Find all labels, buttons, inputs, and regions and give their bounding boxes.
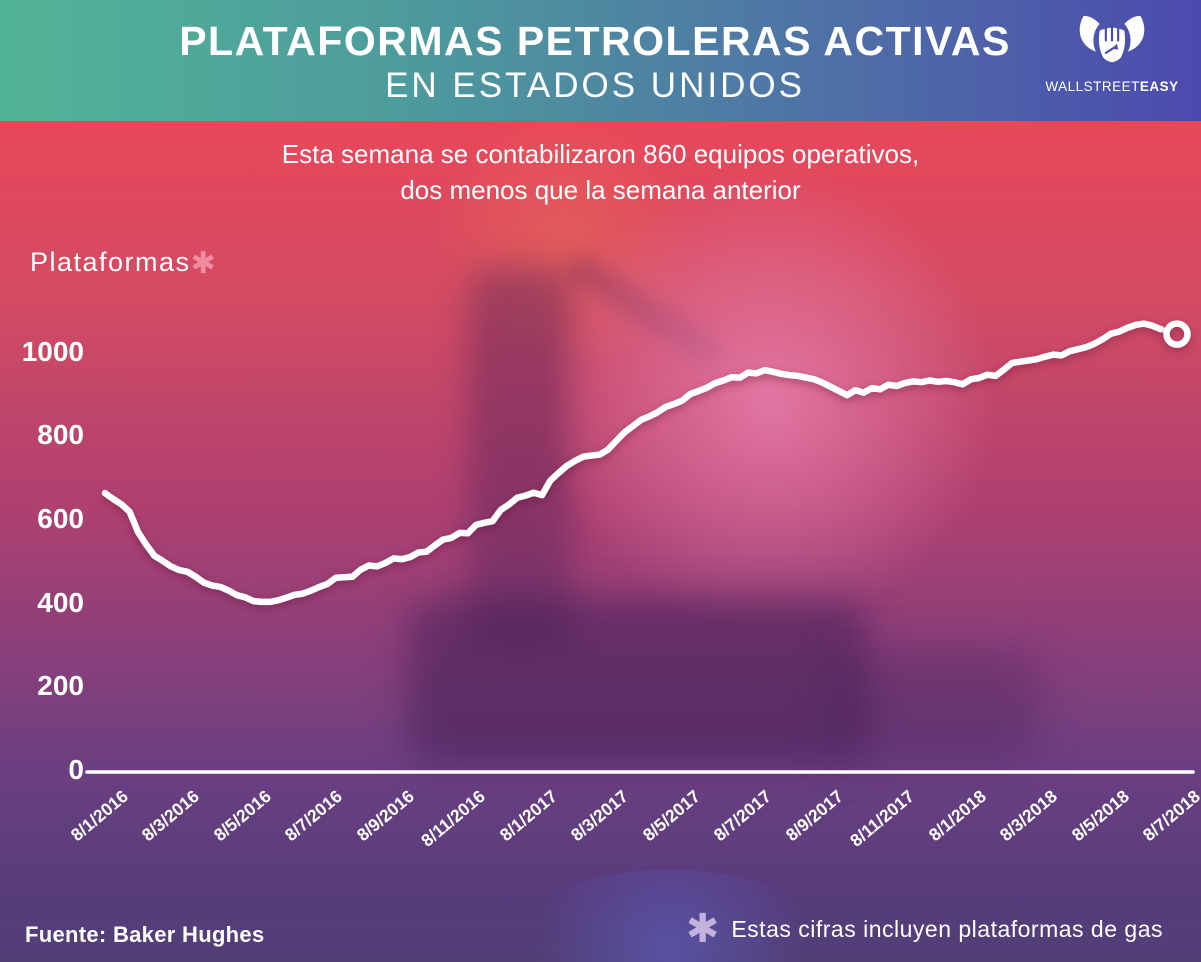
bull-fist-icon bbox=[1079, 15, 1145, 63]
brand-name: WALLSTREETEASY bbox=[1045, 79, 1178, 94]
y-tick-label: 1000 bbox=[21, 336, 84, 367]
header-banner: PLATAFORMAS PETROLERAS ACTIVAS EN ESTADO… bbox=[0, 0, 1201, 121]
y-tick-label: 800 bbox=[37, 419, 84, 450]
end-marker-open-circle bbox=[1163, 320, 1191, 348]
page-subtitle: EN ESTADOS UNIDOS bbox=[385, 66, 805, 105]
rig-count-line bbox=[101, 320, 1165, 606]
oil-rig-platform-silhouette bbox=[408, 598, 868, 766]
annotation-line-1: Esta semana se contabilizaron 860 equipo… bbox=[281, 139, 920, 169]
brand-logo: WALLSTREETEASY bbox=[1045, 11, 1178, 94]
page-title: PLATAFORMAS PETROLERAS ACTIVAS bbox=[179, 18, 1011, 64]
y-tick-label: 600 bbox=[37, 503, 84, 534]
brand-name-regular: WALLSTREET bbox=[1045, 79, 1140, 94]
y-tick-label: 200 bbox=[37, 670, 84, 701]
annotation-line-2: dos menos que la semana anterior bbox=[400, 175, 801, 205]
weekly-summary-annotation: Esta semana se contabilizaron 860 equipo… bbox=[0, 136, 1201, 208]
footnote-text: Estas cifras incluyen plataformas de gas bbox=[731, 915, 1163, 942]
asterisk-icon: ✱ bbox=[190, 247, 218, 280]
oil-rig-platform-silhouette-right bbox=[830, 648, 1040, 763]
source-credit: Fuente: Baker Hughes bbox=[25, 922, 265, 947]
brand-name-bold: EASY bbox=[1139, 79, 1179, 94]
y-axis-series-label: Plataformas✱ bbox=[30, 246, 217, 281]
y-tick-label: 400 bbox=[37, 587, 84, 618]
series-label-text: Plataformas bbox=[30, 247, 191, 277]
y-tick-label: 0 bbox=[68, 754, 84, 785]
asterisk-icon: ✱ bbox=[685, 907, 720, 951]
footnote: ✱ Estas cifras incluyen plataformas de g… bbox=[686, 906, 1163, 952]
sun-glow bbox=[540, 170, 1000, 630]
